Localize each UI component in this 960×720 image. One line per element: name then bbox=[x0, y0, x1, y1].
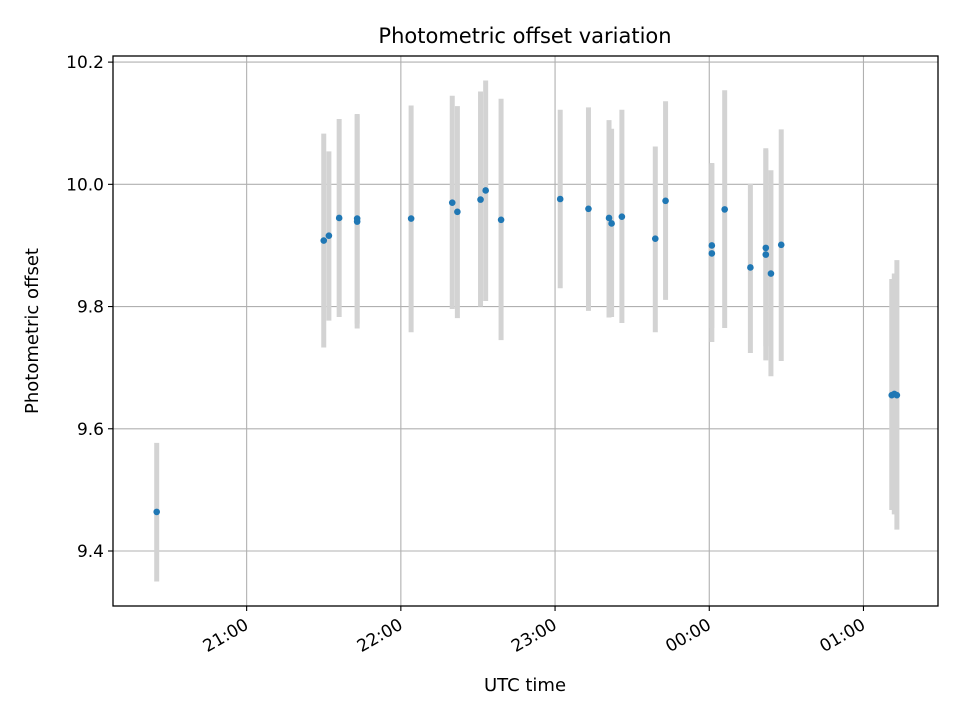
data-point bbox=[482, 187, 489, 194]
data-point bbox=[721, 206, 728, 213]
data-point bbox=[608, 220, 615, 227]
data-point bbox=[454, 208, 461, 216]
y-tick-label: 10.0 bbox=[66, 175, 104, 195]
grid-lines bbox=[113, 56, 938, 606]
data-point bbox=[662, 197, 669, 205]
data-point bbox=[320, 237, 328, 244]
y-axis-ticks: 9.4 9.6 9.8 10.0 10.2 bbox=[66, 53, 113, 562]
data-point bbox=[747, 264, 754, 271]
plot-area-frame bbox=[112, 55, 939, 607]
y-tick-label: 9.6 bbox=[77, 420, 104, 440]
data-point bbox=[762, 244, 770, 252]
chart-title: Photometric offset variation bbox=[378, 24, 671, 48]
data-point bbox=[618, 213, 626, 221]
data-point bbox=[708, 250, 716, 257]
data-point bbox=[708, 242, 716, 249]
data-point bbox=[325, 232, 333, 239]
data-point bbox=[477, 196, 484, 203]
y-tick-label: 10.2 bbox=[66, 53, 104, 73]
data-point bbox=[353, 218, 361, 225]
data-point bbox=[651, 235, 659, 243]
data-point bbox=[605, 214, 613, 222]
data-point bbox=[893, 391, 901, 399]
data-point bbox=[585, 205, 592, 213]
data-point bbox=[448, 199, 456, 206]
data-point bbox=[556, 195, 564, 203]
y-tick-label: 9.4 bbox=[77, 542, 104, 562]
y-tick-label: 9.8 bbox=[77, 298, 104, 318]
data-points bbox=[153, 187, 901, 516]
data-point bbox=[767, 270, 775, 277]
data-point bbox=[407, 215, 415, 222]
data-point bbox=[777, 241, 785, 249]
y-axis-label: Photometric offset bbox=[22, 248, 43, 414]
data-point bbox=[762, 251, 770, 258]
data-point bbox=[153, 508, 160, 516]
x-axis-label: UTC time bbox=[484, 675, 566, 696]
data-point bbox=[335, 214, 343, 222]
data-point bbox=[497, 216, 505, 224]
